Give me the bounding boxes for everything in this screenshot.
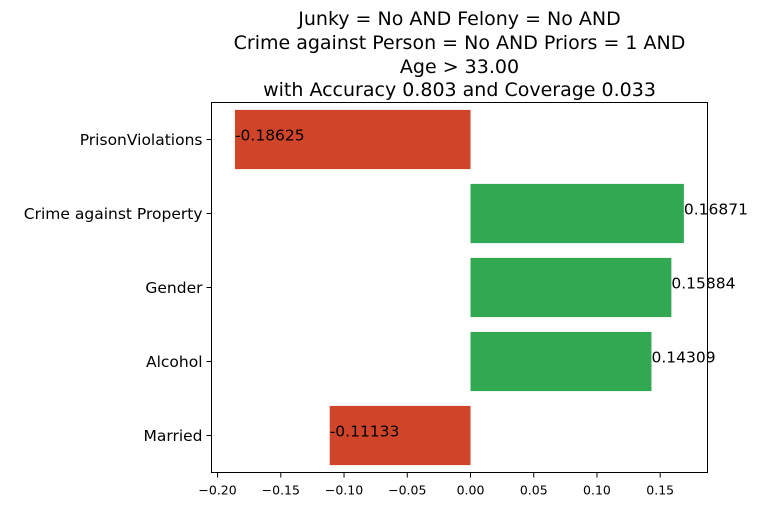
value-label: 0.15884 [671, 275, 735, 293]
x-tick-label: −0.20 [198, 483, 236, 498]
value-label: -0.11133 [330, 423, 400, 441]
category-label: Gender [145, 279, 203, 297]
x-tick-label: 0.05 [520, 483, 548, 498]
plot-frame [211, 102, 708, 473]
x-tick-label: 0.00 [457, 483, 485, 498]
title-line-4: with Accuracy 0.803 and Coverage 0.033 [263, 79, 656, 101]
bar-alcohol [470, 331, 652, 392]
x-tick-label: 0.15 [646, 483, 674, 498]
value-label: -0.18625 [235, 127, 305, 145]
value-label: 0.14309 [651, 349, 715, 367]
y-axis-category-labels: PrisonViolations Crime against Property Ge… [24, 131, 212, 445]
bar-gender [470, 257, 672, 318]
x-tick-label: 0.10 [583, 483, 611, 498]
bar-prisonviolations [234, 109, 471, 170]
bar-married [329, 405, 471, 466]
value-label: 0.16871 [684, 201, 748, 219]
category-label: Married [143, 427, 202, 445]
category-label: Alcohol [146, 353, 203, 371]
x-tick-label: −0.10 [325, 483, 363, 498]
title-line-1: Junky = No AND Felony = No AND [297, 8, 621, 30]
value-labels: -0.18625 0.16871 0.15884 0.14309 -0.11133 [235, 127, 748, 441]
bar-crime-against-property [470, 183, 684, 244]
x-axis-ticks: −0.20 −0.15 −0.10 −0.05 0.00 0.05 0.10 0.15 [198, 472, 674, 498]
x-tick-label: −0.15 [262, 483, 300, 498]
bars [234, 109, 684, 466]
title-line-2: Crime against Person = No AND Priors = 1… [234, 32, 686, 54]
category-label: Crime against Property [24, 205, 203, 223]
category-label: PrisonViolations [80, 131, 203, 149]
x-tick-label: −0.05 [388, 483, 426, 498]
title-line-3: Age > 33.00 [400, 56, 519, 78]
